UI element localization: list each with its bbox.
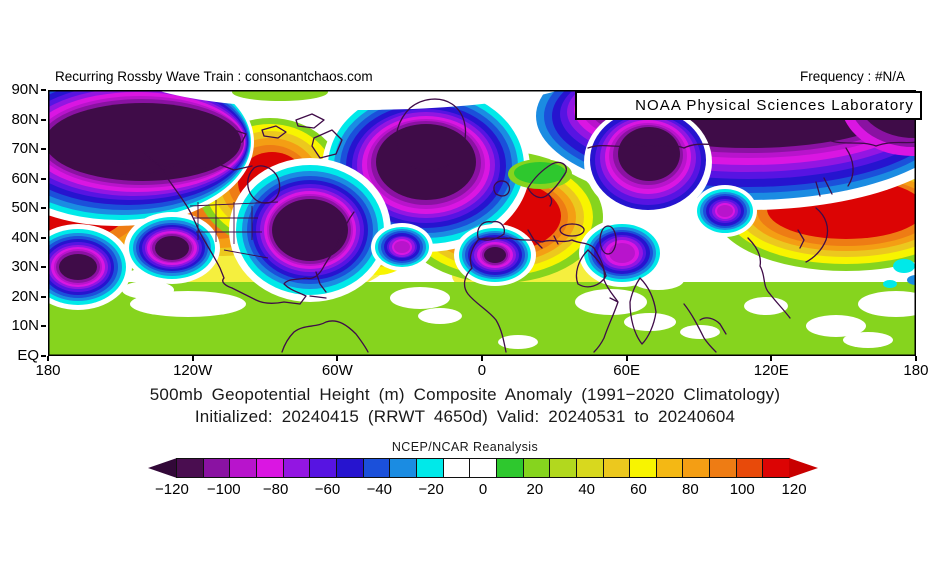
noaa-psl-overlay-label: NOAA Physical Sciences Laboratory xyxy=(575,91,922,120)
colorbar-segment xyxy=(495,459,523,477)
colorbar-segment xyxy=(362,459,390,477)
colorbar-segment xyxy=(177,459,203,477)
colorbar xyxy=(176,458,790,478)
latitude-tick-mark xyxy=(41,207,46,210)
latitude-tick-label: EQ xyxy=(17,347,46,364)
longitude-tick-label: 180 xyxy=(18,356,78,379)
latitude-tick-label: 10N xyxy=(11,318,46,334)
latitude-tick-label: 60N xyxy=(11,170,46,187)
colorbar-tick-label: 40 xyxy=(578,481,596,498)
colorbar-segment xyxy=(549,459,576,477)
colorbar-segment xyxy=(255,459,283,477)
colorbar-tick-label: −20 xyxy=(418,481,444,498)
longitude-axis: 180 120W 60W 0 60E 120E 180 xyxy=(18,356,930,379)
longitude-tick-label: 60W xyxy=(307,356,367,379)
chart-subtitle: Initialized: 20240415 (RRWT 4650d) Valid… xyxy=(194,407,736,426)
colorbar-tick-label: 120 xyxy=(781,481,807,498)
longitude-tick-label: 120W xyxy=(163,356,223,379)
latitude-axis: 90N 80N 70N 60N 50N 40N 30N 20N 10N EQ xyxy=(0,82,46,364)
longitude-tick-label: 180 xyxy=(886,356,930,379)
longitude-tick-mark xyxy=(336,356,339,361)
vortex-mongolia xyxy=(693,185,757,237)
colorbar-segment xyxy=(202,459,230,477)
colorbar-segment xyxy=(229,459,256,477)
latitude-tick-mark xyxy=(41,266,46,269)
colorbar-segment xyxy=(469,459,496,477)
colorbar-tick-label: 60 xyxy=(630,481,647,498)
colorbar-tick-label: −80 xyxy=(262,481,289,498)
colorbar-left-arrow xyxy=(148,458,177,478)
us-state-borders xyxy=(189,200,279,259)
latitude-tick-label: 90N xyxy=(11,82,46,98)
latitude-tick-mark xyxy=(41,177,46,180)
longitude-tick-label: 120E xyxy=(741,356,801,379)
latitude-tick-mark xyxy=(41,295,46,298)
colorbar-segment xyxy=(762,459,790,477)
latitude-tick-mark xyxy=(41,354,46,357)
colorbar-segment xyxy=(522,459,550,477)
longitude-tick-label: 0 xyxy=(452,356,512,379)
longitude-tick-mark xyxy=(914,356,917,361)
colorbar-segment xyxy=(575,459,603,477)
latitude-tick-mark xyxy=(41,236,46,239)
colorbar-segment xyxy=(709,459,736,477)
vortex-northeast-pacific xyxy=(24,224,132,310)
colorbar-segment xyxy=(682,459,710,477)
vortex-us-east-coast xyxy=(229,158,391,302)
vortex-us-west-coast xyxy=(124,212,220,284)
longitude-tick-mark xyxy=(480,356,483,361)
dataset-source-label: NCEP/NCAR Reanalysis xyxy=(391,440,539,454)
colorbar-tick-labels: −120 −100 −80 −60 −40 −20 0 20 40 60 80 100 120 xyxy=(146,481,820,498)
tropics-band xyxy=(48,270,930,356)
colorbar-tick-label: 100 xyxy=(729,481,755,498)
latitude-tick-label: 30N xyxy=(11,259,46,275)
colorbar-tick-label: 80 xyxy=(682,481,699,498)
longitude-tick-label: 60E xyxy=(597,356,657,379)
latitude-tick-label: 50N xyxy=(11,200,46,216)
colorbar-segment xyxy=(442,459,470,477)
colorbar-right-arrow xyxy=(789,458,818,478)
anomaly-map xyxy=(0,30,930,356)
latitude-tick-label: 40N xyxy=(11,229,46,246)
colorbar-segment xyxy=(282,459,310,477)
vortex-central-asia xyxy=(579,219,665,287)
chart-title: 500mb Geopotential Height (m) Composite … xyxy=(149,385,781,404)
map-border xyxy=(48,90,916,356)
colorbar-segment xyxy=(629,459,656,477)
negative-anomaly-alaska xyxy=(0,58,254,226)
longitude-tick-mark xyxy=(47,356,49,361)
longitude-tick-mark xyxy=(191,356,194,361)
latitude-tick-mark xyxy=(41,325,46,328)
anomaly-field-svg xyxy=(0,30,930,356)
coastlines xyxy=(97,98,917,353)
colorbar-tick-label: −60 xyxy=(314,481,341,498)
page-title-left: Recurring Rossby Wave Train : consonantc… xyxy=(55,69,373,84)
colorbar-segment xyxy=(335,459,363,477)
latitude-tick-mark xyxy=(41,118,46,121)
colorbar-tick-label: 0 xyxy=(478,481,488,498)
latitude-tick-mark xyxy=(41,89,46,91)
longitude-tick-mark xyxy=(770,356,773,361)
latitude-tick-label: 70N xyxy=(11,141,46,157)
colorbar-segment xyxy=(735,459,763,477)
colorbar-segment xyxy=(602,459,630,477)
longitude-tick-mark xyxy=(625,356,628,361)
colorbar-segment xyxy=(655,459,683,477)
frequency-label: Frequency : #N/A xyxy=(799,69,905,84)
colorbar-tick-label: −120 xyxy=(155,481,189,498)
colorbar-tick-label: 20 xyxy=(526,481,544,498)
colorbar-tick-label: −40 xyxy=(366,481,393,498)
colorbar-tick-label: −100 xyxy=(206,481,241,498)
colorbar-segment xyxy=(389,459,416,477)
vortex-central-atlantic xyxy=(371,223,433,271)
colorbar-segment xyxy=(415,459,443,477)
negative-anomaly-west-siberia xyxy=(584,106,712,218)
latitude-tick-label: 20N xyxy=(11,288,46,305)
latitude-tick-label: 80N xyxy=(11,111,46,128)
latitude-tick-mark xyxy=(41,148,46,151)
colorbar-segment xyxy=(309,459,336,477)
